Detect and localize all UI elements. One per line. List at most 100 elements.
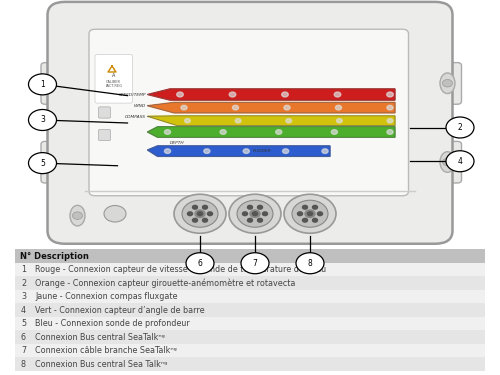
FancyBboxPatch shape: [15, 290, 485, 303]
FancyBboxPatch shape: [15, 263, 485, 276]
Circle shape: [446, 117, 474, 138]
Text: RUDDER: RUDDER: [252, 149, 271, 153]
Text: 1: 1: [21, 265, 26, 274]
Circle shape: [308, 212, 312, 216]
Circle shape: [276, 130, 282, 134]
Polygon shape: [148, 116, 395, 126]
Polygon shape: [148, 127, 395, 137]
Text: 2: 2: [21, 279, 26, 288]
Circle shape: [192, 218, 198, 222]
FancyBboxPatch shape: [15, 317, 485, 330]
Circle shape: [198, 212, 202, 216]
Ellipse shape: [440, 152, 455, 172]
Circle shape: [248, 218, 252, 222]
FancyBboxPatch shape: [89, 29, 408, 196]
FancyBboxPatch shape: [41, 63, 84, 104]
Text: A: A: [112, 73, 116, 78]
Text: 8: 8: [21, 360, 26, 369]
Text: Connexion Bus central Sea Talkⁿᵍ: Connexion Bus central Sea Talkⁿᵍ: [35, 360, 168, 369]
Circle shape: [104, 206, 126, 222]
FancyBboxPatch shape: [98, 129, 110, 141]
Circle shape: [72, 212, 83, 219]
Circle shape: [446, 151, 474, 172]
Circle shape: [282, 149, 288, 153]
Text: Connexion Bus central SeaTalkⁿᵍ: Connexion Bus central SeaTalkⁿᵍ: [35, 333, 165, 342]
Circle shape: [336, 105, 342, 110]
FancyBboxPatch shape: [41, 141, 84, 183]
Circle shape: [164, 149, 170, 153]
Text: 7: 7: [252, 259, 258, 268]
Text: 5: 5: [40, 159, 45, 168]
Circle shape: [229, 92, 236, 97]
Circle shape: [286, 118, 292, 123]
Text: Connexion câble branche SeaTalkⁿᵍ: Connexion câble branche SeaTalkⁿᵍ: [35, 346, 177, 355]
Circle shape: [232, 105, 238, 110]
Circle shape: [164, 130, 170, 134]
FancyBboxPatch shape: [418, 63, 462, 104]
Text: 2: 2: [458, 123, 462, 132]
Polygon shape: [148, 89, 395, 100]
Circle shape: [241, 253, 269, 274]
Circle shape: [336, 118, 342, 123]
Polygon shape: [148, 102, 395, 113]
Text: 1: 1: [40, 80, 45, 89]
Circle shape: [229, 194, 281, 233]
Text: Bleu - Connexion sonde de profondeur: Bleu - Connexion sonde de profondeur: [35, 319, 190, 328]
Circle shape: [242, 212, 248, 216]
Circle shape: [312, 218, 318, 222]
Circle shape: [202, 206, 207, 209]
FancyBboxPatch shape: [15, 357, 485, 371]
Text: Jaune - Connexion compas fluxgate: Jaune - Connexion compas fluxgate: [35, 292, 178, 301]
Text: Vert - Connexion capteur d’angle de barre: Vert - Connexion capteur d’angle de barr…: [35, 306, 204, 315]
Circle shape: [192, 206, 198, 209]
Circle shape: [292, 200, 328, 227]
Circle shape: [202, 218, 207, 222]
Circle shape: [208, 212, 212, 216]
Circle shape: [248, 206, 252, 209]
Circle shape: [318, 212, 322, 216]
Circle shape: [386, 92, 394, 97]
FancyBboxPatch shape: [15, 330, 485, 344]
Circle shape: [28, 74, 56, 95]
Circle shape: [312, 206, 318, 209]
Text: 4: 4: [458, 157, 462, 166]
Polygon shape: [148, 146, 330, 156]
Text: 8: 8: [308, 259, 312, 268]
Text: CALIBER
FACT.REG: CALIBER FACT.REG: [106, 80, 122, 93]
Text: 5: 5: [21, 319, 26, 328]
FancyBboxPatch shape: [48, 2, 452, 244]
Circle shape: [305, 210, 315, 218]
Circle shape: [284, 194, 336, 233]
Circle shape: [387, 118, 393, 123]
Text: 7: 7: [21, 346, 26, 355]
Circle shape: [442, 80, 452, 87]
Circle shape: [176, 92, 184, 97]
Circle shape: [188, 212, 192, 216]
Text: !: !: [112, 68, 115, 73]
Text: SPEED/TEMP: SPEED/TEMP: [118, 93, 146, 96]
Circle shape: [182, 200, 218, 227]
Text: COMPASS: COMPASS: [125, 115, 146, 119]
Text: 3: 3: [40, 116, 45, 124]
Circle shape: [236, 118, 241, 123]
Ellipse shape: [70, 206, 85, 226]
Circle shape: [237, 200, 273, 227]
FancyBboxPatch shape: [15, 276, 485, 290]
Text: DEPTH: DEPTH: [170, 141, 184, 144]
Circle shape: [302, 206, 308, 209]
Circle shape: [282, 92, 288, 97]
Text: 3: 3: [21, 292, 26, 301]
FancyBboxPatch shape: [418, 141, 462, 183]
Circle shape: [195, 210, 205, 218]
FancyBboxPatch shape: [15, 303, 485, 317]
Circle shape: [243, 149, 250, 153]
Circle shape: [174, 194, 226, 233]
Text: WIND: WIND: [134, 104, 146, 108]
Circle shape: [258, 206, 262, 209]
FancyBboxPatch shape: [15, 344, 485, 357]
Circle shape: [387, 130, 393, 134]
Circle shape: [387, 105, 393, 110]
Circle shape: [220, 130, 226, 134]
Text: Rouge - Connexion capteur de vitesse et sonde de température de l’eau: Rouge - Connexion capteur de vitesse et …: [35, 265, 326, 274]
Text: 6: 6: [21, 333, 26, 342]
